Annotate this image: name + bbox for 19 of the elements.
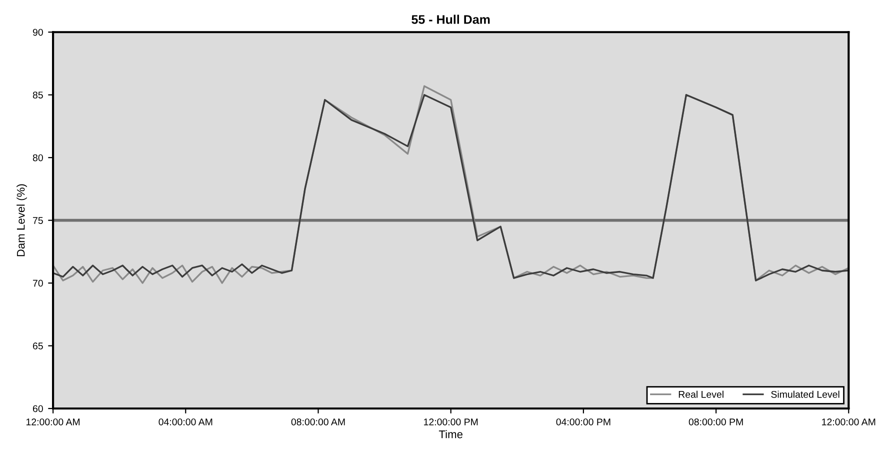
- x-tick-label: 08:00:00 PM: [688, 418, 743, 426]
- y-axis-title: Dam Level (%): [16, 184, 27, 256]
- x-tick-label: 12:00:00 AM: [26, 418, 80, 426]
- y-tick-label: 65: [33, 342, 43, 350]
- y-tick-label: 85: [32, 92, 43, 98]
- x-tick-label: 04:00:00 AM: [158, 418, 212, 426]
- y-tick-label: 80: [32, 154, 43, 162]
- y-tick-label: 90: [32, 28, 43, 36]
- x-tick-label: 12:00:00 PM: [424, 418, 478, 426]
- x-axis-title: Time: [438, 430, 462, 438]
- chart-title: 55 - Hull Dam: [412, 14, 490, 24]
- y-tick-label: 70: [33, 280, 43, 287]
- x-tick-label: 12:00:00 AM: [822, 418, 876, 426]
- y-tick-label: 60: [33, 405, 43, 412]
- x-tick-label: 08:00:00 AM: [291, 418, 345, 426]
- y-tick-label: 75: [33, 217, 43, 224]
- x-tick-label: 04:00:00 PM: [556, 418, 610, 426]
- legend-label: Simulated Level: [771, 390, 840, 398]
- legend-label: Real Level: [678, 390, 724, 398]
